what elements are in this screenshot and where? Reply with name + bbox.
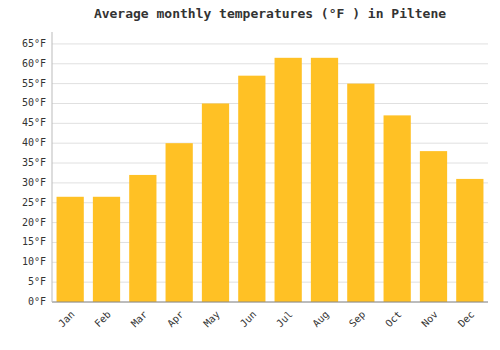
y-axis-line	[52, 32, 53, 302]
bar	[311, 58, 338, 302]
page: {"chart_data": {"type": "bar", "title": …	[0, 0, 500, 350]
bar	[384, 115, 411, 302]
bars	[57, 58, 484, 302]
x-tick-label: Nov	[419, 309, 440, 330]
x-ticks: Jan Feb Mar Apr May Jun Jul Aug Sep Oct Nov Dec	[56, 309, 476, 330]
grid-line	[52, 83, 488, 84]
x-tick-label: Jul	[274, 309, 295, 330]
bar	[347, 84, 374, 302]
grid-line	[52, 43, 488, 44]
bar	[202, 103, 229, 302]
x-tick-label: Oct	[383, 309, 404, 330]
chart-holder: 0°F 5°F 10°F 15°F 20°F 25°F 30°F 35°F 40°F 45°F 50…	[0, 0, 500, 350]
y-ticks: 0°F 5°F 10°F 15°F 20°F 25°F 30°F 35°F 40°F 45°F 50…	[22, 38, 46, 307]
bar	[166, 143, 193, 302]
grid-line	[52, 302, 488, 303]
y-tick-label: 25°F	[22, 197, 46, 208]
bar	[275, 58, 302, 302]
bar	[129, 175, 156, 302]
chart: 0°F 5°F 10°F 15°F 20°F 25°F 30°F 35°F 40°F 45°F 50…	[0, 0, 500, 350]
y-tick-label: 50°F	[22, 97, 46, 108]
bar	[238, 76, 265, 302]
x-tick-label: Feb	[92, 309, 113, 330]
grid-line	[52, 63, 488, 64]
x-tick-label: Jun	[238, 309, 259, 330]
bar	[93, 197, 120, 302]
grid	[52, 44, 488, 302]
grid-line	[52, 123, 488, 124]
grid-line	[52, 103, 488, 104]
x-tick-label: Sep	[347, 309, 368, 330]
y-tick-label: 40°F	[22, 137, 46, 148]
y-tick-label: 45°F	[22, 117, 46, 128]
y-tick-label: 35°F	[22, 157, 46, 168]
y-tick-label: 10°F	[22, 256, 46, 267]
y-tick-label: 60°F	[22, 58, 46, 69]
y-tick-label: 5°F	[28, 276, 46, 287]
x-tick-label: Jan	[56, 309, 77, 330]
x-axis-line	[52, 302, 488, 303]
x-tick-label: Aug	[310, 309, 331, 330]
bar	[420, 151, 447, 302]
x-tick-label: Mar	[129, 309, 150, 330]
y-tick-label: 30°F	[22, 177, 46, 188]
y-tick-label: 20°F	[22, 217, 46, 228]
grid-line	[52, 143, 488, 144]
y-tick-label: 55°F	[22, 78, 46, 89]
x-tick-label: Dec	[456, 309, 477, 330]
bar	[57, 197, 84, 302]
x-tick-label: Apr	[165, 309, 186, 330]
y-tick-label: 15°F	[22, 236, 46, 247]
bar	[456, 179, 483, 302]
y-tick-label: 65°F	[22, 38, 46, 49]
title: Average monthly temperatures (°F ) in Pi…	[94, 6, 446, 21]
y-tick-label: 0°F	[28, 296, 46, 307]
x-tick-label: May	[201, 309, 222, 330]
